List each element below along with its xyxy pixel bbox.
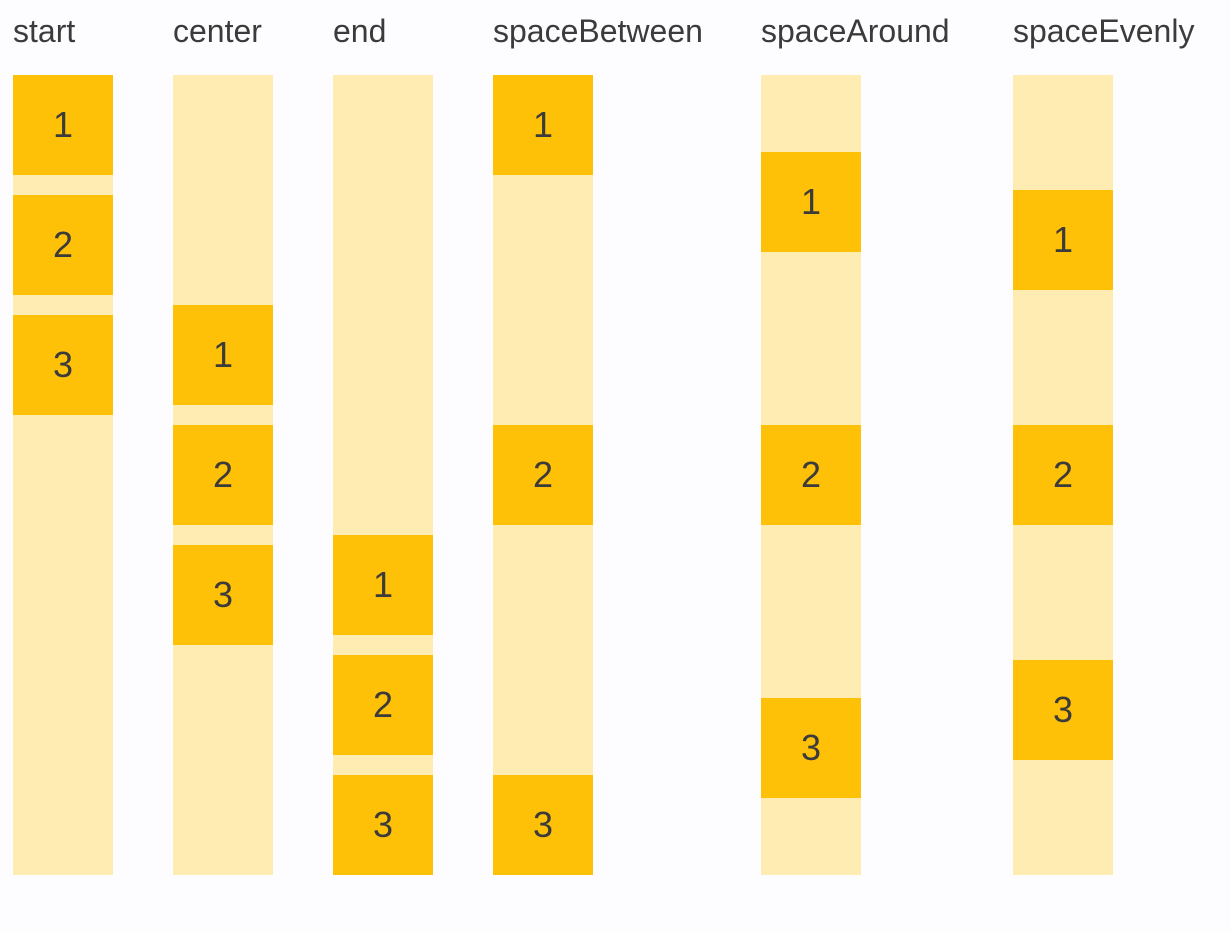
column-start: start 1 2 3	[13, 0, 113, 875]
flex-item: 2	[761, 424, 861, 525]
flex-item: 3	[13, 315, 113, 415]
flex-item: 3	[761, 698, 861, 799]
flex-track: 1 2 3	[333, 75, 433, 875]
flex-item: 2	[333, 655, 433, 755]
column-label: start	[13, 13, 76, 49]
flex-item: 2	[493, 425, 593, 525]
flex-item: 3	[1013, 660, 1113, 760]
column-label: end	[333, 13, 387, 49]
flex-track: 1 2 3	[1013, 75, 1113, 875]
flex-item: 3	[173, 545, 273, 645]
flex-item: 1	[333, 535, 433, 635]
flex-item: 1	[761, 151, 861, 252]
column-space-evenly: spaceEvenly 1 2 3	[1013, 0, 1195, 875]
column-label: spaceAround	[761, 13, 950, 49]
column-end: end 1 2 3	[333, 0, 433, 875]
flex-item: 2	[1013, 425, 1113, 525]
flex-track: 1 2 3	[493, 75, 593, 875]
flex-item: 1	[13, 75, 113, 175]
flex-item: 3	[333, 775, 433, 875]
column-label: spaceEvenly	[1013, 13, 1195, 49]
flex-item: 1	[493, 75, 593, 175]
flex-item: 1	[1013, 190, 1113, 290]
column-label: center	[173, 13, 262, 49]
flex-item: 3	[493, 775, 593, 875]
column-space-around: spaceAround 1 2 3	[761, 0, 950, 875]
flex-track: 1 2 3	[13, 75, 113, 875]
flex-track: 1 2 3	[173, 75, 273, 875]
flex-item: 2	[13, 195, 113, 295]
flex-item: 2	[173, 425, 273, 525]
flex-track: 1 2 3	[761, 75, 861, 875]
column-space-between: spaceBetween 1 2 3	[493, 0, 703, 875]
flex-item: 1	[173, 305, 273, 405]
column-center: center 1 2 3	[173, 0, 273, 875]
column-label: spaceBetween	[493, 13, 703, 49]
